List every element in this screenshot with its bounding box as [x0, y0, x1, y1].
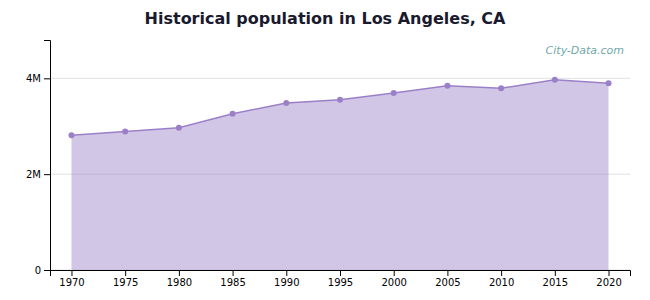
tick: 2005 [435, 270, 460, 288]
tick-mark [447, 270, 448, 276]
tick-label: 0 [35, 265, 41, 276]
tick: 1975 [113, 270, 138, 288]
grid [50, 78, 630, 270]
tick: 1990 [274, 270, 299, 288]
axis-line [51, 271, 631, 277]
tick-label: 2020 [596, 277, 621, 288]
annotation: City-Data.com [539, 44, 624, 57]
tick-label: 2015 [543, 277, 568, 288]
point [337, 97, 343, 103]
tick-label: 2000 [381, 277, 406, 288]
tick-mark [340, 270, 341, 276]
chart-container: 1970 1975 1980 1985 1990 1995 2000 2005 2010 2015… [0, 0, 650, 300]
tick-mark [44, 78, 50, 79]
tick-label: 1970 [59, 277, 84, 288]
point [176, 125, 182, 131]
tick-label: 2005 [435, 277, 460, 288]
point [498, 85, 504, 91]
point [283, 100, 289, 106]
tick: 2000 [381, 270, 406, 288]
point [391, 90, 397, 96]
tick-label: 2M [26, 169, 41, 180]
tick-mark [286, 270, 287, 276]
tick-mark [555, 270, 556, 276]
tick-mark [44, 270, 50, 271]
tick-label: 1995 [328, 277, 353, 288]
y-axis: 0 2M 4M [26, 41, 51, 276]
tick-mark [394, 270, 395, 276]
point [68, 132, 74, 138]
area [71, 80, 608, 270]
tick-label: 1980 [167, 277, 192, 288]
axis-line [44, 41, 51, 271]
tick-mark [233, 270, 234, 276]
point [606, 80, 612, 86]
tick-mark [609, 270, 610, 276]
tick: 2M [26, 169, 50, 180]
tick-label: 2010 [489, 277, 514, 288]
point [552, 77, 558, 83]
line [71, 80, 608, 136]
tick: 1995 [328, 270, 353, 288]
chart-svg: 1970 1975 1980 1985 1990 1995 2000 2005 2010 2015… [0, 0, 650, 300]
tick-mark [501, 270, 502, 276]
marks [68, 77, 611, 270]
point [230, 111, 236, 117]
tick: 4M [26, 73, 50, 84]
tick-mark [71, 270, 72, 276]
tick-mark [179, 270, 180, 276]
title: Historical population in Los Angeles, CA [145, 9, 506, 28]
tick: 2010 [489, 270, 514, 288]
plot-area: 1970 1975 1980 1985 1990 1995 2000 2005 2010 2015… [26, 41, 631, 289]
tick-mark [125, 270, 126, 276]
grid-line [50, 78, 630, 79]
tick-label: 1985 [220, 277, 245, 288]
tick: 2015 [543, 270, 568, 288]
tick: 1980 [167, 270, 192, 288]
tick-label: 1990 [274, 277, 299, 288]
tick: 0 [35, 265, 50, 276]
x-axis: 1970 1975 1980 1985 1990 1995 2000 2005 2010 2015… [51, 270, 631, 288]
tick-mark [44, 174, 50, 175]
tick: 2020 [596, 270, 621, 288]
tick-label: 4M [26, 73, 41, 84]
point [122, 129, 128, 135]
tick: 1985 [220, 270, 245, 288]
tick: 1970 [59, 270, 84, 288]
point [444, 83, 450, 89]
tick-label: 1975 [113, 277, 138, 288]
